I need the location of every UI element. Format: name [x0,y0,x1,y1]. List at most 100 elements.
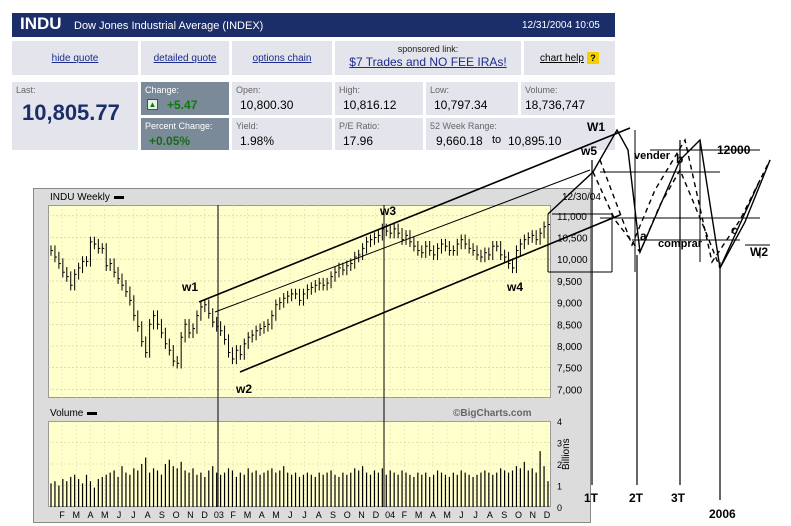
chart-help-tab: chart help ? [524,41,615,75]
sponsored-label: sponsored link: [397,44,459,54]
change-label: Change: [145,85,180,95]
label-b: b [676,152,683,166]
x-tick-label: D [201,510,208,520]
pct-change-value: +0.05% [149,134,191,148]
x-tick-label: M [272,510,280,520]
range-high-value: 10,895.10 [508,134,562,148]
projection-wave-final [719,159,771,269]
pe-cell: P/E Ratio: 17.96 [335,118,423,150]
projection-wave-alt [592,168,721,269]
last-label: Last: [16,85,36,95]
x-tick-label: F [59,510,65,520]
x-tick-label: J [302,510,307,520]
yield-value: 1.98% [240,134,275,148]
chart-help-link[interactable]: chart help [540,52,584,64]
volume-tick-label: 1 [557,482,562,492]
x-tick-label: A [259,510,265,520]
price-tick-label: 8,000 [557,342,582,353]
label-W1: W1 [587,120,605,134]
x-tick-label: 04 [385,510,395,520]
range-cell: 52 Week Range: 9,660.18 to 10,895.10 [426,118,615,150]
open-label: Open: [236,85,261,95]
x-tick-label: A [430,510,436,520]
sponsored-link-box: sponsored link: $7 Trades and NO FEE IRA… [335,41,521,75]
x-tick-label: M [415,510,423,520]
label-comprar: comprar [658,238,703,250]
yield-cell: Yield: 1.98% [232,118,332,150]
volume-tick-label: 2 [557,460,562,470]
options-chain-link[interactable]: options chain [252,52,312,64]
yield-label: Yield: [236,121,259,131]
x-tick-label: O [344,510,351,520]
range-low-value: 9,660.18 [436,134,483,148]
volume-tick-label: 4 [557,417,562,427]
volume-tick-label: 0 [557,503,562,513]
price-tick-label: 7,500 [557,364,582,375]
price-tick-label: 9,000 [557,299,582,310]
high-cell: High: 10,816.12 [335,82,423,115]
pe-label: P/E Ratio: [339,121,380,131]
sponsored-link[interactable]: $7 Trades and NO FEE IRAs! [349,55,507,69]
legend-dash [113,195,124,199]
channel-inner-line [214,169,591,313]
last-cell: Last: 10,805.77 [12,82,138,150]
quote-datetime: 12/31/2004 10:05 [522,20,600,31]
high-label: High: [339,85,361,95]
up-arrow-icon: ▲ [147,99,158,110]
price-tick-label: 10,500 [557,234,588,245]
volume-title-row: Volume [50,408,98,419]
price-tick-label: 7,000 [557,385,582,396]
hide-quote-tab: hide quote [12,41,138,75]
high-value: 10,816.12 [343,98,397,112]
open-value: 10,800.30 [240,98,294,112]
x-tick-label: O [173,510,180,520]
low-value: 10,797.34 [434,98,488,112]
x-tick-label: M [101,510,109,520]
label-c: c [731,223,738,237]
x-tick-label: M [443,510,451,520]
label-w2: w2 [235,382,252,396]
pe-value: 17.96 [343,134,374,148]
detailed-quote-tab: detailed quote [141,41,229,75]
index-name: Dow Jones Industrial Average (INDEX) [74,20,264,32]
volume-legend-dash [87,411,98,415]
price-tick-label: 9,500 [557,277,582,288]
pct-change-cell: Percent Change: +0.05% [141,118,229,150]
x-tick-label: J [131,510,136,520]
volume-cell: Volume: 18,736,747 [521,82,615,115]
label-2006: 2006 [709,507,736,521]
projection-wave-alt2 [599,138,771,264]
symbol-title: INDU [20,14,62,33]
x-tick-label: S [501,510,507,520]
label-W2: W2 [750,245,768,259]
x-tick-label: J [117,510,122,520]
help-icon[interactable]: ? [586,52,599,64]
price-tick-label: 10,000 [557,255,588,266]
label-a: a [640,229,647,243]
x-tick-label: M [73,510,81,520]
change-cell: Change: ▲ +5.47 [141,82,229,115]
last-value: 10,805.77 [22,100,120,125]
x-tick-label: N [529,510,536,520]
price-tick-label: 11,000 [557,212,587,223]
x-tick-label: M [244,510,252,520]
x-tick-label: A [316,510,322,520]
quote-header-bar [12,13,615,37]
x-tick-label: J [288,510,293,520]
chart-title: INDU Weekly [50,192,110,203]
volume-title: Volume [50,408,84,419]
label-vender: vender [634,150,671,162]
label-w5: w5 [580,144,597,158]
open-cell: Open: 10,800.30 [232,82,332,115]
label-1T: 1T [584,491,599,505]
x-tick-label: S [159,510,165,520]
detailed-quote-link[interactable]: detailed quote [153,52,217,64]
hide-quote-link[interactable]: hide quote [51,52,99,64]
channel-upper-line [198,127,631,303]
x-tick-label: J [459,510,464,520]
label-w3: w3 [379,204,396,218]
volume-value: 18,736,747 [525,98,586,112]
x-tick-label: A [88,510,94,520]
x-tick-label: O [515,510,522,520]
watermark: ©BigCharts.com [453,408,532,419]
